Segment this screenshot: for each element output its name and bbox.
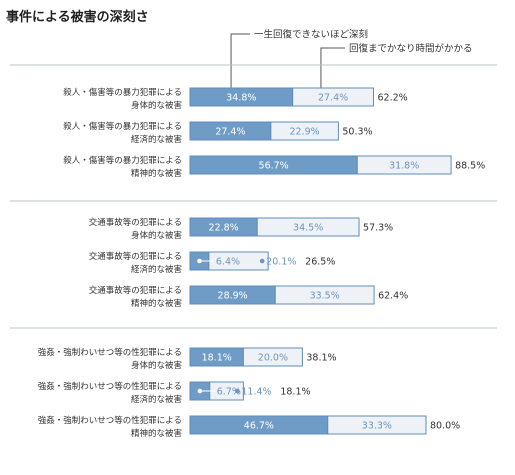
data-label-a: 34.8%: [226, 93, 256, 104]
bar-segment-b: [356, 155, 452, 175]
category-label-line1: 殺人・傷害等の暴力犯罪による: [63, 155, 182, 166]
legend-leader-line-a: [230, 33, 250, 96]
category-label-line1: 強姦・強制わいせつ等の性犯罪による: [38, 347, 182, 358]
data-label-b: 33.5%: [310, 291, 340, 302]
data-label-b: 20.1%: [266, 257, 296, 268]
data-label-a: 56.7%: [259, 161, 289, 172]
category-label-line1: 交通事故等の犯罪による: [89, 217, 182, 228]
category-label-line2: 経済的な被害: [131, 264, 182, 275]
data-label-b: 20.0%: [258, 353, 288, 364]
data-label-b: 33.3%: [362, 421, 392, 432]
category-label-line1: 強姦・強制わいせつ等の性犯罪による: [38, 381, 182, 392]
data-label-a: 27.4%: [215, 127, 245, 138]
category-label-line2: 身体的な被害: [131, 360, 182, 371]
total-label: 57.3%: [363, 223, 393, 234]
total-label: 62.2%: [377, 93, 407, 104]
category-label-line1: 交通事故等の犯罪による: [89, 285, 182, 296]
category-label-line2: 精神的な被害: [131, 298, 182, 309]
bar-segment-b: [256, 217, 360, 237]
data-label-b: 31.8%: [389, 161, 419, 172]
legend-item-b: 回復までかなり時間がかかる: [349, 43, 473, 55]
total-label: 38.1%: [306, 353, 336, 364]
total-label: 80.0%: [430, 421, 460, 432]
data-label-a: 46.7%: [244, 421, 274, 432]
total-label: 88.5%: [455, 161, 485, 172]
bar-segment-b: [274, 285, 375, 305]
data-label-b: 22.9%: [290, 127, 320, 138]
data-label-b: 27.4%: [318, 93, 348, 104]
data-label-a: 6.7%: [217, 387, 241, 398]
category-label-line2: 身体的な被害: [131, 100, 182, 111]
data-label-a: 6.4%: [216, 257, 240, 268]
bar-segment-b: [242, 347, 303, 367]
total-label: 50.3%: [342, 127, 372, 138]
category-label-line2: 精神的な被害: [131, 428, 182, 439]
data-label-b-marker: [259, 258, 265, 264]
category-label-line2: 身体的な被害: [131, 230, 182, 241]
category-label-line1: 交通事故等の犯罪による: [89, 251, 182, 262]
bar-segment-b: [292, 87, 374, 107]
data-label-a: 18.1%: [202, 353, 232, 364]
data-label-b: 34.5%: [293, 223, 323, 234]
data-label-a: 28.9%: [218, 291, 248, 302]
total-label: 62.4%: [378, 291, 408, 302]
total-label: 26.5%: [305, 257, 335, 268]
legend-item-a: 一生回復できないほど深刻: [254, 29, 368, 41]
category-label-line1: 強姦・強制わいせつ等の性犯罪による: [38, 415, 182, 426]
data-label-b: 11.4%: [241, 387, 271, 398]
category-label-line2: 経済的な被害: [131, 394, 182, 405]
category-label-line2: 経済的な被害: [131, 134, 182, 145]
category-label-line1: 殺人・傷害等の暴力犯罪による: [63, 121, 182, 132]
data-label-a: 22.8%: [209, 223, 239, 234]
category-label-line2: 精神的な被害: [131, 168, 182, 179]
category-label-line1: 殺人・傷害等の暴力犯罪による: [63, 87, 182, 98]
bar-segment-b: [327, 415, 427, 435]
legend-leader-line-b: [320, 47, 345, 96]
data-label-b-marker: [235, 388, 240, 394]
total-label: 18.1%: [280, 387, 310, 398]
bar-segment-b: [270, 121, 339, 141]
chart-title: 事件による被害の深刻さ: [6, 9, 149, 25]
